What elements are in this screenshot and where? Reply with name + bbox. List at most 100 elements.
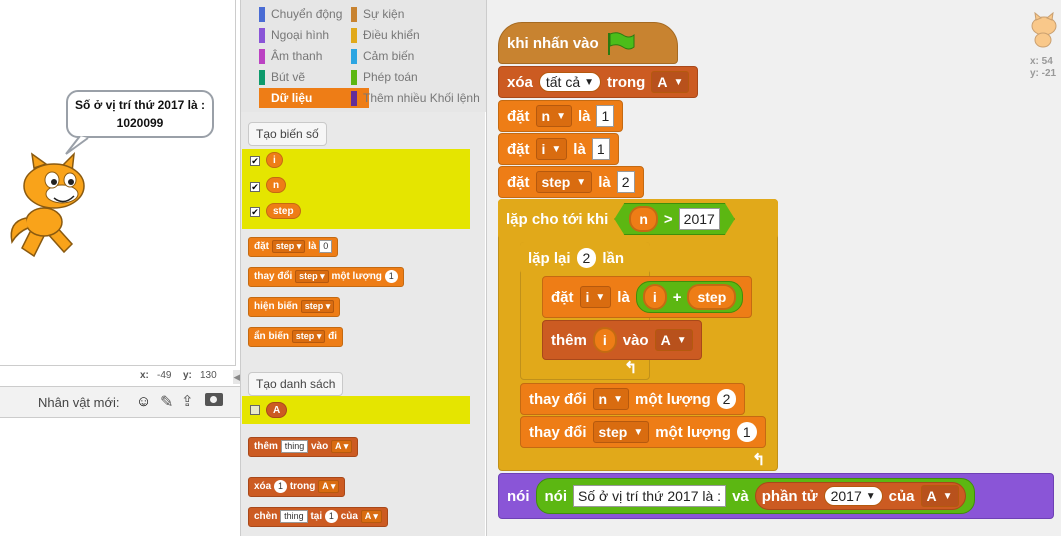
i-reporter[interactable]: i bbox=[642, 284, 667, 310]
change-step-block[interactable]: thay đổi step một lượng 1 bbox=[520, 416, 766, 448]
palette-change-block[interactable]: thay đổi step một lượng 1 bbox=[248, 267, 404, 287]
when-flag-clicked-block[interactable]: khi nhấn vào bbox=[498, 22, 678, 64]
new-sprite-bar: Nhân vật mới: ☺ ✎ ⇪ bbox=[0, 386, 240, 418]
set-step-block[interactable]: đặt step là 2 bbox=[498, 166, 644, 198]
repeat-until-header: lặp cho tới khi n > 2017 bbox=[498, 199, 778, 239]
palette-show-var-block[interactable]: hiện biến step bbox=[248, 297, 341, 317]
category-color-swatch bbox=[259, 49, 265, 64]
delete-all-block[interactable]: xóa tất cả trong A bbox=[498, 66, 699, 98]
say-text-input[interactable]: Số ở vị trí thứ 2017 là : bbox=[573, 485, 727, 507]
greater-than-operator[interactable]: n > 2017 bbox=[614, 203, 734, 235]
category-4[interactable]: Âm thanh bbox=[259, 46, 369, 66]
palette-hide-var-block[interactable]: ẩn biến step đi bbox=[248, 327, 344, 347]
item-list-dropdown[interactable]: A bbox=[920, 485, 959, 507]
green-flag-icon bbox=[607, 32, 635, 55]
set-i-sum-block[interactable]: đặt i là i + step bbox=[542, 276, 753, 318]
var-step-reporter[interactable]: step bbox=[266, 203, 301, 219]
change-step-var-dropdown[interactable]: step bbox=[592, 421, 650, 443]
set-step-var-dropdown[interactable]: step bbox=[535, 171, 593, 193]
set-i-block[interactable]: đặt i là 1 bbox=[498, 133, 619, 165]
category-0[interactable]: Chuyển động bbox=[259, 4, 369, 24]
palette-delete-block[interactable]: xóa 1 trong A bbox=[248, 477, 346, 497]
change-n-block[interactable]: thay đổi n một lượng 2 bbox=[520, 383, 746, 415]
repeat-header: lặp lại 2 lần bbox=[520, 242, 650, 274]
delete-all-dropdown[interactable]: tất cả bbox=[538, 72, 602, 92]
sprite-x: x: 54 bbox=[1030, 56, 1053, 67]
repeat-count-input[interactable]: 2 bbox=[576, 248, 597, 268]
speech-text: Số ở vị trí thứ 2017 là : 1020099 bbox=[75, 98, 205, 130]
category-label: Phép toán bbox=[363, 70, 418, 84]
repeat-loop-arrow-icon: ↰ bbox=[624, 360, 638, 377]
category-color-swatch bbox=[259, 70, 265, 85]
category-1[interactable]: Sự kiện bbox=[351, 4, 486, 24]
var-n-reporter[interactable]: n bbox=[266, 177, 287, 193]
repeat-until-loop-arrow-icon: ↰ bbox=[752, 452, 766, 469]
stage-coords: x: -49 y: 130 bbox=[0, 366, 236, 386]
palette-set-block[interactable]: đặt step là 0 bbox=[248, 237, 339, 257]
camera-icon[interactable] bbox=[205, 393, 223, 406]
category-6[interactable]: Bút vẽ bbox=[259, 67, 369, 87]
category-8[interactable]: Dữ liệu bbox=[259, 88, 369, 108]
make-list-button[interactable]: Tạo danh sách bbox=[248, 372, 344, 396]
palette-add-block[interactable]: thêm thing vào A bbox=[248, 437, 359, 457]
paint-brush-icon[interactable]: ✎ bbox=[160, 394, 174, 411]
sprite-thumbnail-icon bbox=[1031, 12, 1057, 48]
sprite-list bbox=[0, 418, 240, 536]
var-i-reporter[interactable]: i bbox=[266, 152, 283, 168]
category-5[interactable]: Cảm biến bbox=[351, 46, 486, 66]
var-n-checkbox[interactable]: ✔ bbox=[250, 182, 260, 192]
category-label: Chuyển động bbox=[271, 7, 343, 21]
set-i-var-dropdown[interactable]: i bbox=[535, 138, 568, 160]
palette-insert-block[interactable]: chèn thing tại 1 của A bbox=[248, 507, 388, 527]
say-block[interactable]: nói nói Số ở vị trí thứ 2017 là : và phầ… bbox=[498, 473, 1054, 519]
cat-sprite[interactable] bbox=[4, 152, 90, 260]
join-operator[interactable]: nói Số ở vị trí thứ 2017 là : và phần tử… bbox=[535, 478, 975, 514]
category-label: Điều khiển bbox=[363, 28, 420, 42]
set-n-var-dropdown[interactable]: n bbox=[535, 105, 572, 127]
step-reporter[interactable]: step bbox=[687, 284, 737, 310]
y-value: 130 bbox=[200, 370, 217, 381]
item-of-list-reporter[interactable]: phần tử 2017 của A bbox=[754, 482, 966, 510]
change-n-value-input[interactable]: 2 bbox=[716, 389, 737, 409]
category-3[interactable]: Điều khiển bbox=[351, 25, 486, 45]
plus-operator[interactable]: i + step bbox=[635, 281, 744, 313]
n-reporter[interactable]: n bbox=[629, 206, 658, 232]
upload-icon[interactable]: ⇪ bbox=[181, 393, 194, 410]
category-2[interactable]: Ngoại hình bbox=[259, 25, 369, 45]
set-i-sum-var-dropdown[interactable]: i bbox=[579, 286, 612, 308]
make-variable-button[interactable]: Tạo biến số bbox=[248, 122, 327, 146]
category-color-swatch bbox=[259, 91, 265, 106]
x-label: x: bbox=[140, 370, 149, 381]
category-color-swatch bbox=[351, 70, 357, 85]
list-a-reporter[interactable]: A bbox=[266, 402, 288, 418]
stage[interactable]: Số ở vị trí thứ 2017 là : 1020099 bbox=[0, 0, 236, 366]
compare-value-input[interactable]: 2017 bbox=[679, 208, 720, 230]
category-7[interactable]: Phép toán bbox=[351, 67, 486, 87]
y-label: y: bbox=[183, 370, 192, 381]
sprite-y: y: -21 bbox=[1030, 68, 1057, 79]
change-n-var-dropdown[interactable]: n bbox=[592, 388, 629, 410]
set-n-block[interactable]: đặt n là 1 bbox=[498, 100, 624, 132]
sprite-library-icon[interactable]: ☺ bbox=[136, 393, 152, 410]
category-label: Thêm nhiều Khối lệnh bbox=[363, 91, 480, 105]
category-label: Ngoại hình bbox=[271, 28, 330, 42]
category-9[interactable]: Thêm nhiều Khối lệnh bbox=[351, 88, 486, 108]
set-n-value-input[interactable]: 1 bbox=[596, 105, 615, 127]
var-step-checkbox[interactable]: ✔ bbox=[250, 207, 260, 217]
category-color-swatch bbox=[259, 28, 265, 43]
var-i-checkbox[interactable]: ✔ bbox=[250, 156, 260, 166]
category-color-swatch bbox=[351, 28, 357, 43]
change-step-value-input[interactable]: 1 bbox=[736, 422, 757, 442]
delete-list-dropdown[interactable]: A bbox=[651, 71, 690, 93]
add-i-to-list-block[interactable]: thêm i vào A bbox=[542, 320, 702, 360]
set-step-value-input[interactable]: 2 bbox=[616, 171, 635, 193]
list-a-checkbox[interactable] bbox=[250, 405, 260, 415]
category-label: Cảm biến bbox=[363, 49, 415, 63]
item-index-dropdown[interactable]: 2017 bbox=[823, 486, 883, 506]
category-label: Sự kiện bbox=[363, 7, 405, 21]
add-list-dropdown[interactable]: A bbox=[654, 329, 693, 351]
set-i-value-input[interactable]: 1 bbox=[591, 138, 610, 160]
add-i-reporter[interactable]: i bbox=[592, 327, 617, 353]
collapse-arrow-icon[interactable]: ◀ bbox=[233, 370, 241, 384]
category-color-swatch bbox=[351, 7, 357, 22]
